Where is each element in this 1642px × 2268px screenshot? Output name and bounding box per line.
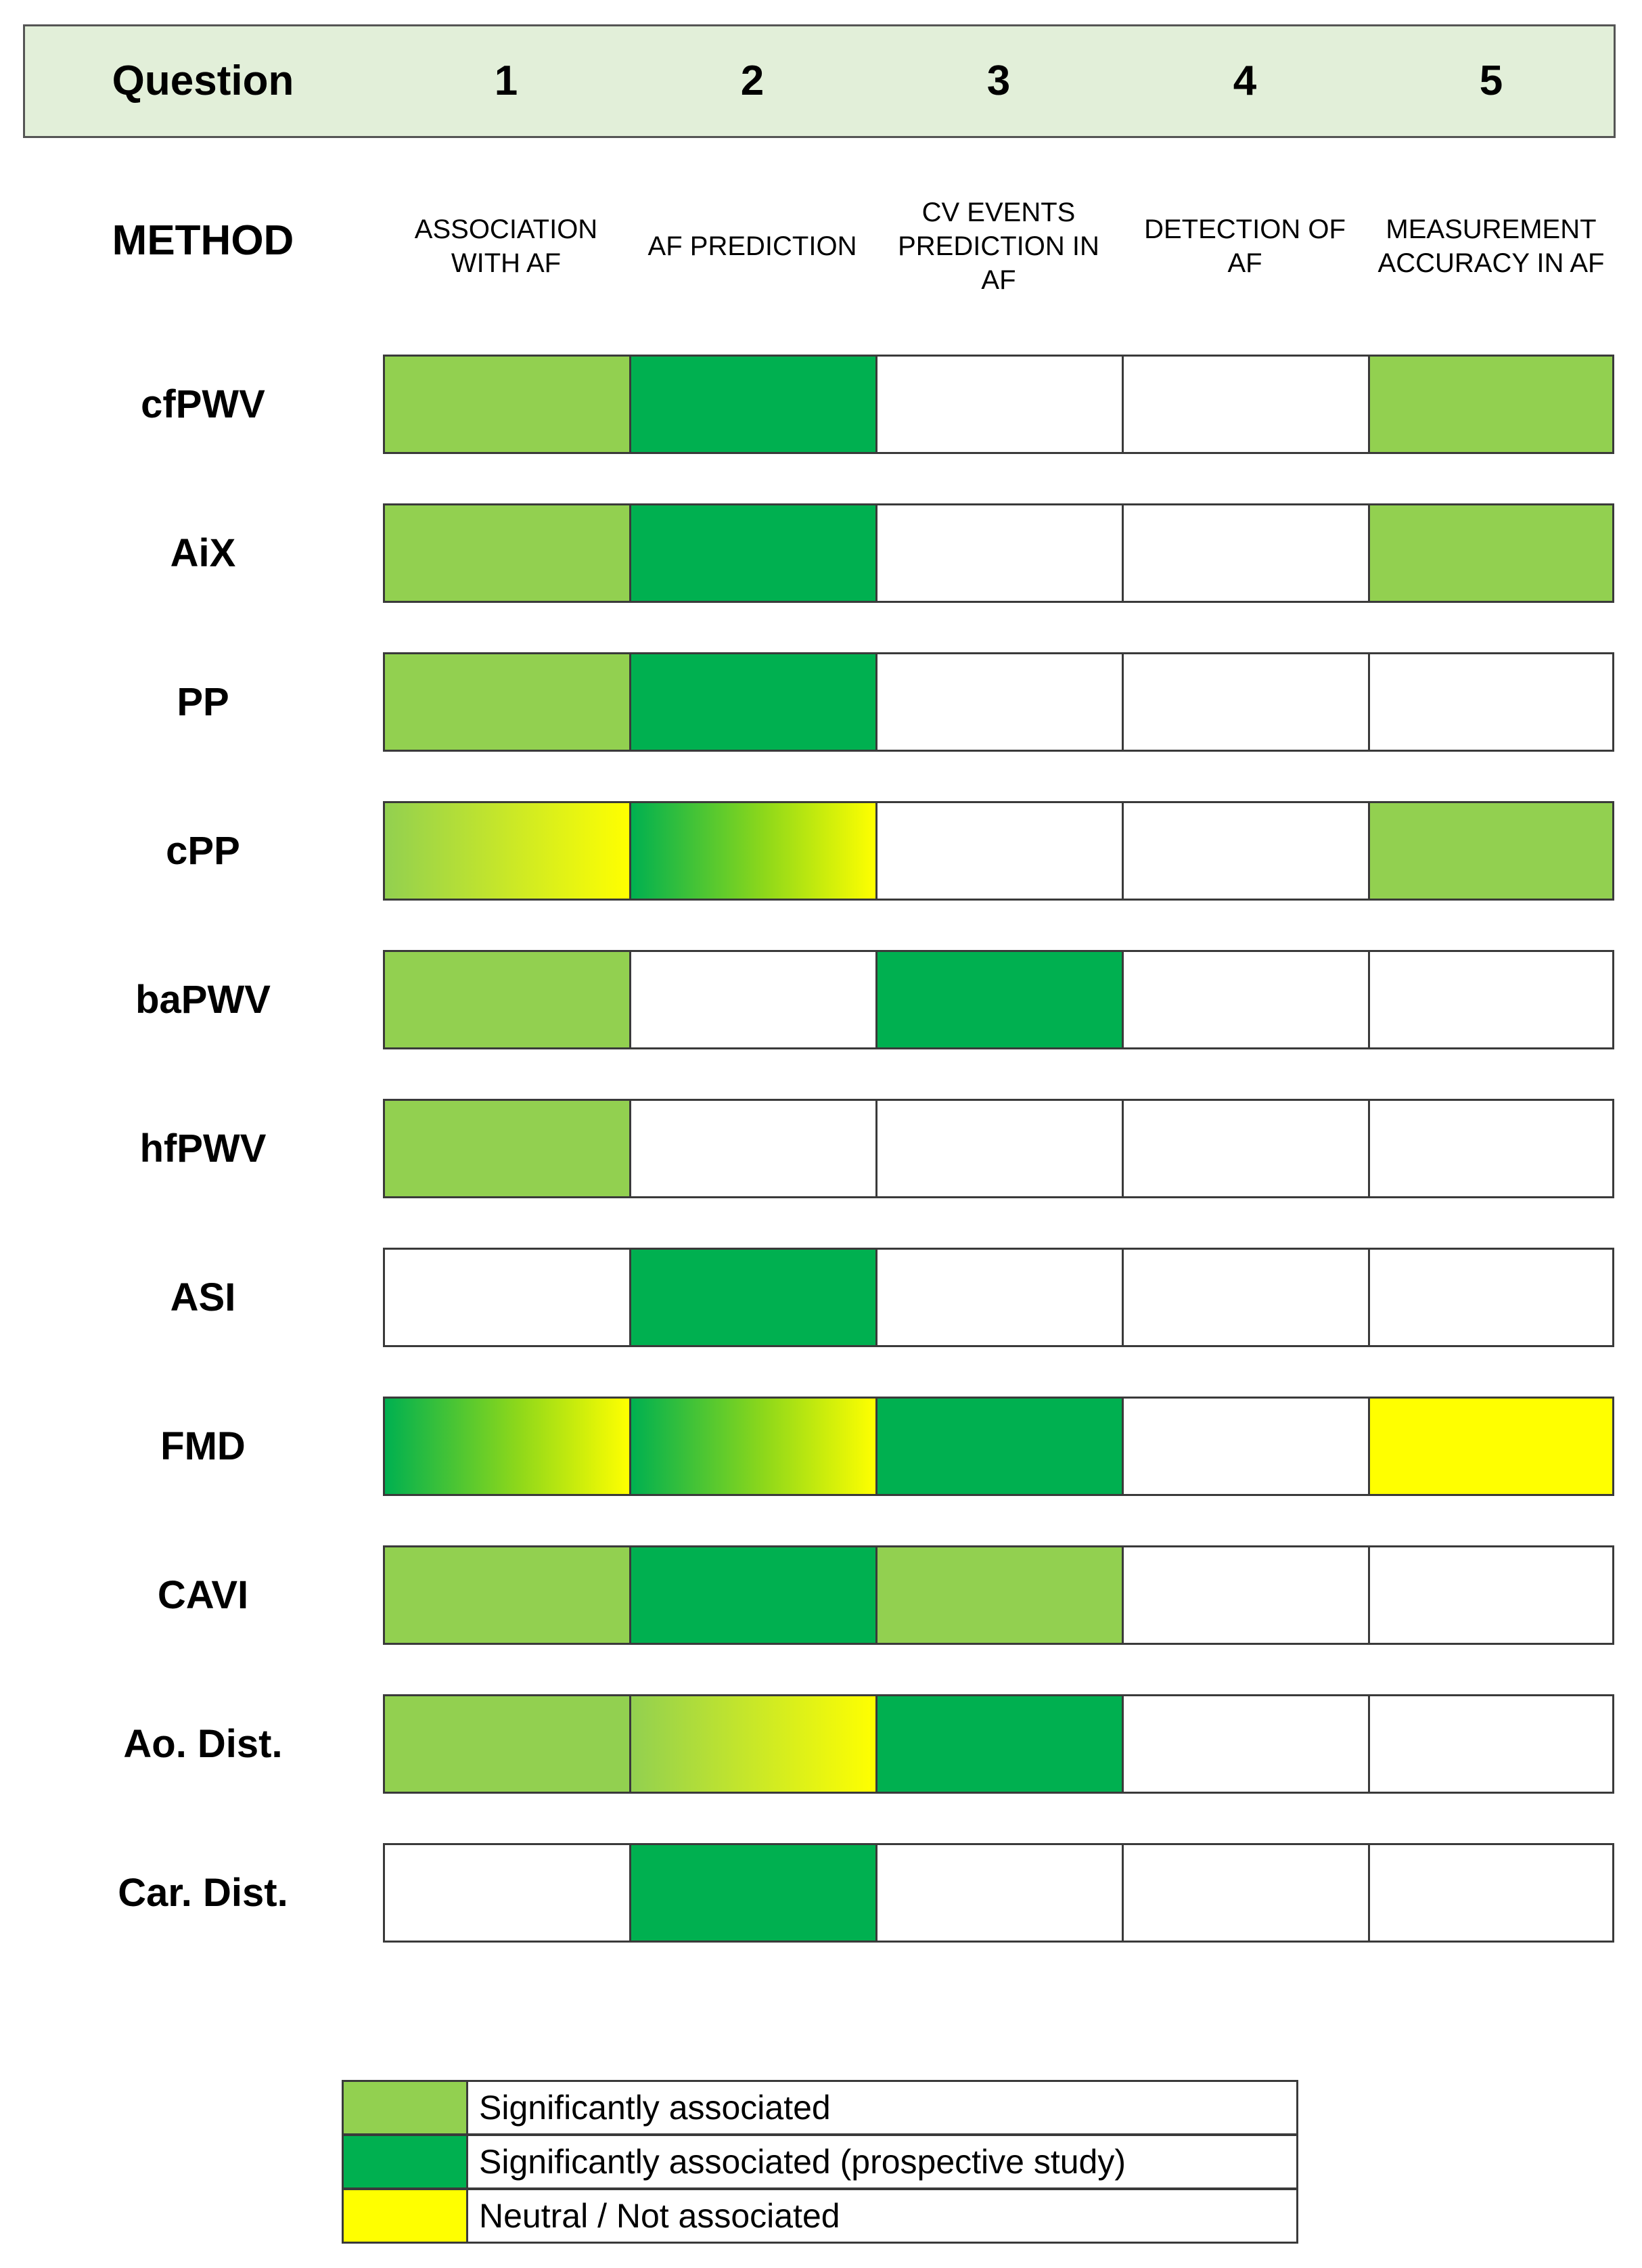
row-label: Car. Dist. — [118, 1871, 288, 1915]
grid-cell — [383, 355, 631, 454]
grid-cell — [875, 355, 1124, 454]
grid-cell — [629, 950, 877, 1049]
grid-cell — [1122, 1843, 1370, 1943]
grid-cell — [1368, 1397, 1614, 1496]
grid-cell — [383, 1843, 631, 1943]
legend-label: Neutral / Not associated — [479, 2197, 840, 2235]
grid-cell — [383, 1397, 631, 1496]
grid-cell — [875, 503, 1124, 603]
grid-cell — [383, 1099, 631, 1198]
question-number-5: 5 — [1479, 58, 1503, 104]
legend-swatch — [344, 2136, 468, 2187]
row-label: CAVI — [157, 1573, 249, 1617]
method-label: METHOD — [112, 217, 294, 264]
grid-cell — [629, 801, 877, 901]
grid-cell — [1122, 950, 1370, 1049]
grid-cell — [1122, 1545, 1370, 1645]
grid-cell — [1122, 503, 1370, 603]
column-header-text: MEASUREMENT ACCURACY IN AF — [1377, 214, 1605, 278]
grid-cell — [1122, 652, 1370, 752]
grid-cell — [1368, 801, 1614, 901]
grid-cell — [1368, 1248, 1614, 1347]
legend-label: Significantly associated — [479, 2089, 831, 2127]
grid-cell — [1368, 950, 1614, 1049]
grid-cell — [629, 1694, 877, 1794]
column-header-4: DETECTION OF AF — [1122, 179, 1368, 314]
grid-cell — [875, 1545, 1124, 1645]
legend-item: Neutral / Not associated — [342, 2188, 1298, 2244]
row-label: ASI — [170, 1275, 236, 1319]
grid-cell — [383, 1694, 631, 1794]
grid-cell — [1122, 1248, 1370, 1347]
grid-cell — [875, 1397, 1124, 1496]
legend: Significantly associated Significantly as… — [342, 2080, 1298, 2246]
question-number-3: 3 — [986, 58, 1011, 104]
row-label: cfPWV — [141, 382, 265, 426]
question-number-4: 4 — [1233, 58, 1257, 104]
column-header-text: DETECTION OF AF — [1144, 214, 1346, 278]
grid-cell — [383, 950, 631, 1049]
row-label: FMD — [160, 1424, 246, 1468]
row-label: PP — [177, 680, 229, 724]
column-header-2: AF PREDICTION — [629, 179, 875, 314]
grid-cell — [1368, 1843, 1614, 1943]
column-header-1: ASSOCIATION WITH AF — [383, 179, 629, 314]
grid-cell — [383, 801, 631, 901]
grid-cell — [629, 355, 877, 454]
column-header-text: CV EVENTS PREDICTION IN AF — [898, 198, 1099, 295]
row-label: Ao. Dist. — [123, 1722, 283, 1766]
legend-item: Significantly associated (prospective st… — [342, 2134, 1298, 2190]
column-header-5: MEASUREMENT ACCURACY IN AF — [1368, 179, 1614, 314]
grid-cell — [1122, 1099, 1370, 1198]
grid-cell — [1368, 1694, 1614, 1794]
grid-cell — [629, 1248, 877, 1347]
grid-cell — [1368, 1545, 1614, 1645]
grid-cell — [1122, 355, 1370, 454]
grid-cell — [875, 1694, 1124, 1794]
grid-cell — [629, 1545, 877, 1645]
grid-cell — [1122, 1397, 1370, 1496]
legend-swatch — [344, 2082, 468, 2133]
grid-cell — [1368, 652, 1614, 752]
grid-cell — [629, 1099, 877, 1198]
grid-cell — [875, 1248, 1124, 1347]
question-header-bar — [23, 24, 1616, 138]
question-label: Question — [112, 58, 294, 104]
grid-cell — [1122, 1694, 1370, 1794]
grid-cell — [1368, 1099, 1614, 1198]
row-label: AiX — [170, 531, 236, 575]
grid-cell — [629, 1397, 877, 1496]
legend-item: Significantly associated — [342, 2080, 1298, 2135]
grid-cell — [629, 652, 877, 752]
column-header-text: ASSOCIATION WITH AF — [414, 214, 598, 278]
question-number-1: 1 — [494, 58, 518, 104]
legend-label: Significantly associated (prospective st… — [479, 2143, 1126, 2181]
grid-cell — [383, 1545, 631, 1645]
grid-cell — [875, 1843, 1124, 1943]
grid-cell — [629, 503, 877, 603]
grid-cell — [875, 950, 1124, 1049]
grid-cell — [383, 1248, 631, 1347]
grid-cell — [875, 652, 1124, 752]
grid-cell — [1122, 801, 1370, 901]
grid-cell — [383, 652, 631, 752]
question-number-2: 2 — [740, 58, 765, 104]
grid-cell — [875, 1099, 1124, 1198]
grid-cell — [1368, 355, 1614, 454]
grid-cell — [875, 801, 1124, 901]
grid-cell — [629, 1843, 877, 1943]
column-header-text: AF PREDICTION — [647, 231, 857, 261]
legend-swatch — [344, 2190, 468, 2242]
grid-cell — [383, 503, 631, 603]
grid-cell — [1368, 503, 1614, 603]
row-label: hfPWV — [139, 1127, 267, 1171]
column-header-3: CV EVENTS PREDICTION IN AF — [875, 179, 1122, 314]
row-label: baPWV — [135, 978, 271, 1022]
row-label: cPP — [166, 829, 240, 873]
